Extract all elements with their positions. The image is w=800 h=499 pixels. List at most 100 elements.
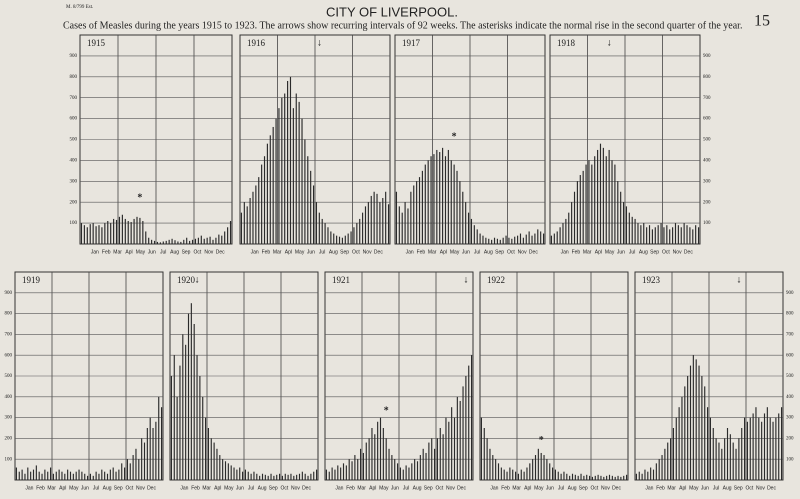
y-tick-label: 200	[786, 437, 794, 442]
x-tick-label: Jul	[558, 485, 564, 491]
bar	[485, 237, 487, 244]
bar	[359, 218, 361, 244]
bar	[462, 386, 464, 480]
bar	[465, 202, 467, 244]
bar	[583, 475, 585, 480]
bar	[267, 475, 269, 480]
bar	[61, 471, 63, 480]
y-tick-label: 900	[70, 54, 78, 59]
x-tick-label: Aug	[329, 249, 338, 255]
bar	[371, 428, 373, 480]
title-box	[638, 274, 664, 286]
panel-title: 1918	[557, 38, 576, 48]
x-tick-label: Apl	[595, 249, 602, 255]
bar	[190, 303, 192, 480]
bar	[281, 97, 283, 244]
y-tick-label: 300	[70, 179, 78, 184]
bar	[652, 469, 655, 480]
x-tick-label: Sep	[495, 249, 504, 255]
bar	[284, 473, 286, 480]
bar	[342, 463, 345, 480]
bar	[155, 421, 157, 480]
bar	[385, 438, 387, 480]
bar	[126, 459, 128, 480]
bar	[588, 160, 590, 244]
bar	[582, 170, 584, 244]
bar	[416, 181, 418, 244]
y-tick-label: 500	[786, 374, 794, 379]
bar	[537, 448, 539, 480]
panel-title: 1922	[487, 275, 505, 285]
bar	[356, 223, 358, 244]
bar	[611, 160, 613, 244]
bar	[563, 471, 565, 480]
x-tick-label: Jan	[561, 249, 569, 255]
x-tick-label: Aug	[484, 249, 493, 255]
bar	[385, 191, 387, 244]
bar	[81, 471, 83, 480]
bar	[121, 214, 123, 244]
bar	[667, 442, 669, 480]
bar	[354, 455, 356, 480]
bar	[15, 467, 17, 480]
bar	[482, 235, 484, 244]
bar	[495, 459, 497, 480]
bar	[334, 469, 336, 480]
x-tick-label: Apl	[59, 485, 66, 491]
bar	[492, 455, 494, 480]
bar	[324, 223, 326, 244]
bar	[307, 156, 309, 244]
x-tick-label: Nov	[673, 249, 682, 255]
bar	[421, 170, 423, 244]
y-tick-label: 900	[703, 54, 711, 59]
x-tick-label: Jul	[93, 485, 99, 491]
bar	[672, 227, 674, 244]
x-tick-label: Jun	[546, 485, 554, 491]
y-tick-label: 100	[70, 221, 78, 226]
bar	[508, 237, 510, 244]
bar	[479, 233, 481, 244]
title-box	[398, 37, 424, 49]
x-tick-label: Oct	[352, 249, 360, 255]
x-tick-label: Jan	[25, 485, 33, 491]
bar	[692, 229, 694, 244]
bar	[468, 365, 470, 480]
bar	[459, 181, 461, 244]
bar	[301, 471, 303, 480]
x-tick-label: May	[534, 485, 544, 491]
bar	[414, 459, 416, 480]
bar	[287, 474, 289, 480]
bar	[273, 475, 275, 480]
bar	[542, 233, 545, 244]
bar	[591, 476, 593, 480]
bar	[434, 448, 436, 480]
bar	[129, 463, 131, 480]
bar	[261, 473, 264, 480]
bar	[256, 473, 258, 480]
y-tick-label: 300	[703, 179, 711, 184]
bar	[263, 156, 266, 244]
title-box	[83, 37, 109, 49]
title-box	[328, 274, 354, 286]
x-tick-label: Jun	[236, 485, 244, 491]
bar	[333, 233, 335, 244]
x-tick-label: Oct	[194, 249, 202, 255]
bar	[337, 465, 339, 480]
bar	[465, 376, 467, 480]
bar	[614, 164, 616, 244]
bar	[445, 417, 447, 480]
bar	[672, 428, 674, 480]
bar	[244, 469, 246, 480]
bar	[379, 417, 382, 480]
bar	[135, 448, 137, 480]
bar	[133, 218, 135, 244]
bar	[522, 237, 524, 244]
bar	[599, 143, 602, 244]
x-tick-label: Mar	[667, 485, 676, 491]
bar	[80, 223, 83, 244]
bar	[520, 469, 522, 480]
bar	[304, 139, 306, 244]
bar	[287, 80, 289, 244]
bar	[721, 448, 723, 480]
bar	[368, 438, 370, 480]
